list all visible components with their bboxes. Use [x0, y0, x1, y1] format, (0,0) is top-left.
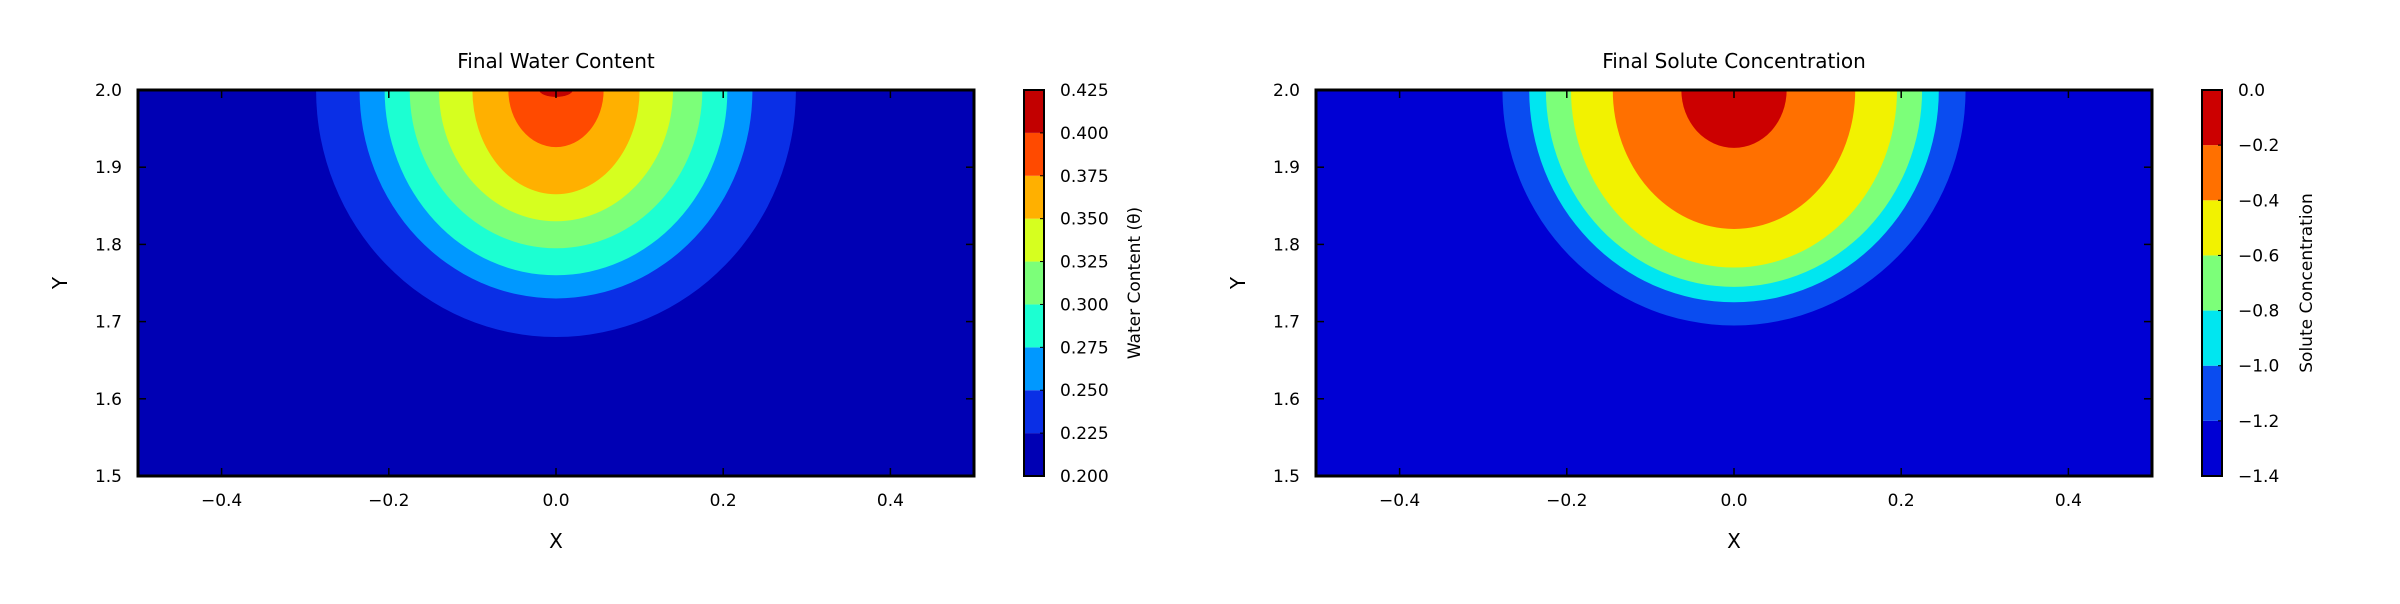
x-tick-label: 0.2 [1888, 491, 1915, 511]
x-tick-label: −0.4 [201, 491, 242, 511]
plot-frame [136, 88, 976, 478]
colorbar-tick-label: 0.300 [1060, 295, 1109, 315]
y-tick-label: 1.8 [95, 235, 122, 255]
colorbar-tick-label: 0.375 [1060, 167, 1109, 187]
panel-solute-concentration: Final Solute Concentration −0.4 −0.2 0.0… [1226, 49, 2317, 553]
colorbar-swatch [2202, 255, 2222, 311]
x-axis-label: X [1727, 529, 1741, 553]
x-tick-label: −0.4 [1379, 491, 1420, 511]
colorbar-tick-label: −1.4 [2238, 467, 2279, 487]
colorbar-swatch [1024, 390, 1044, 434]
y-tick-label: 1.7 [1273, 313, 1300, 333]
contour-band [1681, 90, 1787, 148]
x-axis-label: X [549, 529, 563, 553]
colorbar: 0.200 0.225 0.250 0.275 0.300 0.325 0.35… [1023, 81, 1145, 487]
x-tick-label: 0.0 [1720, 491, 1747, 511]
plot-frame [1314, 88, 2154, 478]
y-tick-label: 1.6 [95, 390, 122, 410]
colorbar-tick-label: 0.225 [1060, 424, 1109, 444]
colorbar-swatch [2202, 365, 2222, 421]
y-axis-label: Y [1226, 276, 1250, 290]
colorbar-swatch [1024, 261, 1044, 305]
colorbar-swatch [1024, 304, 1044, 348]
x-tick-label: 0.0 [542, 491, 569, 511]
colorbar-swatches [1024, 89, 1044, 477]
colorbar-tick-label: −1.0 [2238, 357, 2279, 377]
y-tick-label: 2.0 [95, 81, 122, 101]
colorbar-tick-label: −0.6 [2238, 246, 2279, 266]
y-tick-label: 1.6 [1273, 390, 1300, 410]
y-tick-label: 1.8 [1273, 235, 1300, 255]
colorbar-tick-label: 0.425 [1060, 81, 1109, 101]
contour-layer [138, 90, 974, 476]
colorbar-tick-label: 0.200 [1060, 467, 1109, 487]
colorbar-label: Water Content (θ) [1125, 207, 1145, 359]
colorbar-swatch [1024, 433, 1044, 476]
colorbar-tick-label: 0.350 [1060, 210, 1109, 230]
colorbar-tick-label: 0.250 [1060, 381, 1109, 401]
contour-layer [1316, 90, 2152, 476]
contour-band [508, 90, 604, 148]
colorbar-swatch [2202, 200, 2222, 256]
y-tick-label: 2.0 [1273, 81, 1300, 101]
colorbar-swatch [1024, 90, 1044, 133]
y-tick-label: 1.7 [95, 313, 122, 333]
colorbar-tick-label: 0.325 [1060, 253, 1109, 273]
x-tick-label: −0.2 [368, 491, 409, 511]
x-tick-label: 0.4 [2055, 491, 2082, 511]
colorbar-swatch [1024, 218, 1044, 262]
colorbar-swatch [1024, 175, 1044, 219]
y-axis-label: Y [48, 276, 72, 290]
colorbar-tick-label: −0.8 [2238, 302, 2279, 322]
colorbar-swatch [2202, 145, 2222, 201]
y-tick-label: 1.5 [1273, 467, 1300, 487]
contour-band [1612, 90, 1856, 229]
colorbar-tick-label: 0.0 [2238, 81, 2265, 101]
colorbar-swatches [2202, 89, 2222, 477]
plot-title: Final Solute Concentration [1602, 49, 1866, 73]
colorbar-tick-label: 0.400 [1060, 124, 1109, 144]
y-tick-label: 1.9 [95, 158, 122, 178]
x-tick-label: 0.4 [877, 491, 904, 511]
colorbar-swatch [2202, 420, 2222, 476]
x-tick-label: 0.2 [710, 491, 737, 511]
colorbar-tick-label: 0.275 [1060, 338, 1109, 358]
colorbar-label: Solute Concentration [2297, 193, 2317, 372]
colorbar-swatch [2202, 310, 2222, 366]
colorbar-frame [2201, 89, 2223, 477]
plot-title: Final Water Content [457, 49, 655, 73]
x-tick-label: −0.2 [1546, 491, 1587, 511]
colorbar-tick-label: −1.2 [2238, 412, 2279, 432]
colorbar-tick-label: −0.4 [2238, 191, 2279, 211]
colorbar-swatch [2202, 90, 2222, 146]
y-tick-label: 1.5 [95, 467, 122, 487]
colorbar-frame [1023, 89, 1045, 477]
colorbar: −1.4 −1.2 −1.0 −0.8 −0.6 −0.4 −0.2 0.0 S… [2201, 81, 2317, 487]
colorbar-swatch [1024, 347, 1044, 391]
panel-water-content: Final Water Content −0.4 −0.2 0.0 0.2 0.… [48, 49, 1145, 553]
colorbar-tick-label: −0.2 [2238, 136, 2279, 156]
colorbar-swatch [1024, 132, 1044, 176]
y-tick-label: 1.9 [1273, 158, 1300, 178]
